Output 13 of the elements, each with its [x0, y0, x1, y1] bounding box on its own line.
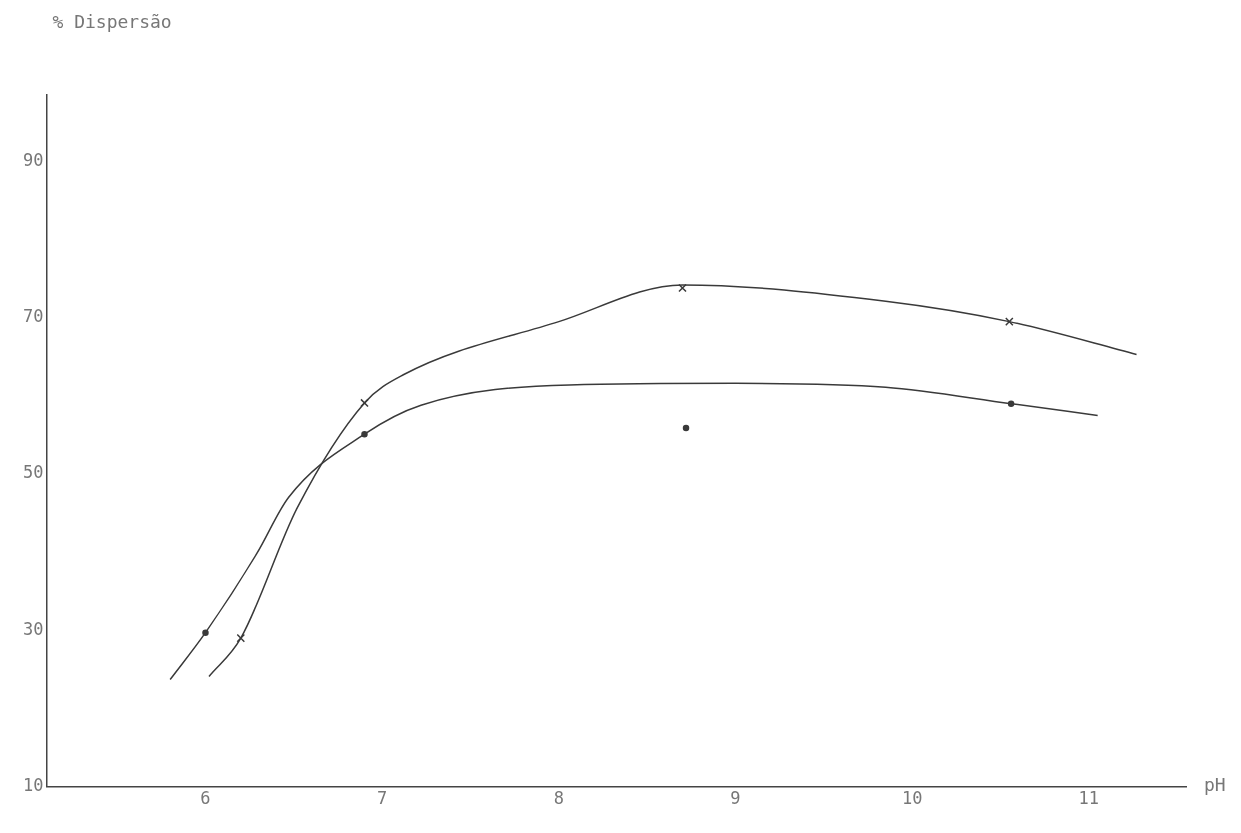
y-tick-label: 50	[22, 462, 44, 483]
x-tick-label: 6	[200, 788, 211, 809]
x-axis-title: pH	[1204, 774, 1226, 796]
x-tick-label: 10	[901, 788, 923, 809]
x-tick-label: 11	[1078, 788, 1100, 809]
y-tick-label: 70	[22, 306, 44, 327]
y-tick-label: 90	[22, 149, 44, 170]
x-tick-label: 7	[377, 788, 388, 809]
y-tick-label: 10	[22, 775, 44, 796]
x-tick-label: 9	[730, 788, 741, 809]
y-tick-label: 30	[22, 618, 44, 639]
y-axis-title: % Dispersão	[52, 10, 172, 32]
x-tick-label: 8	[553, 788, 564, 809]
